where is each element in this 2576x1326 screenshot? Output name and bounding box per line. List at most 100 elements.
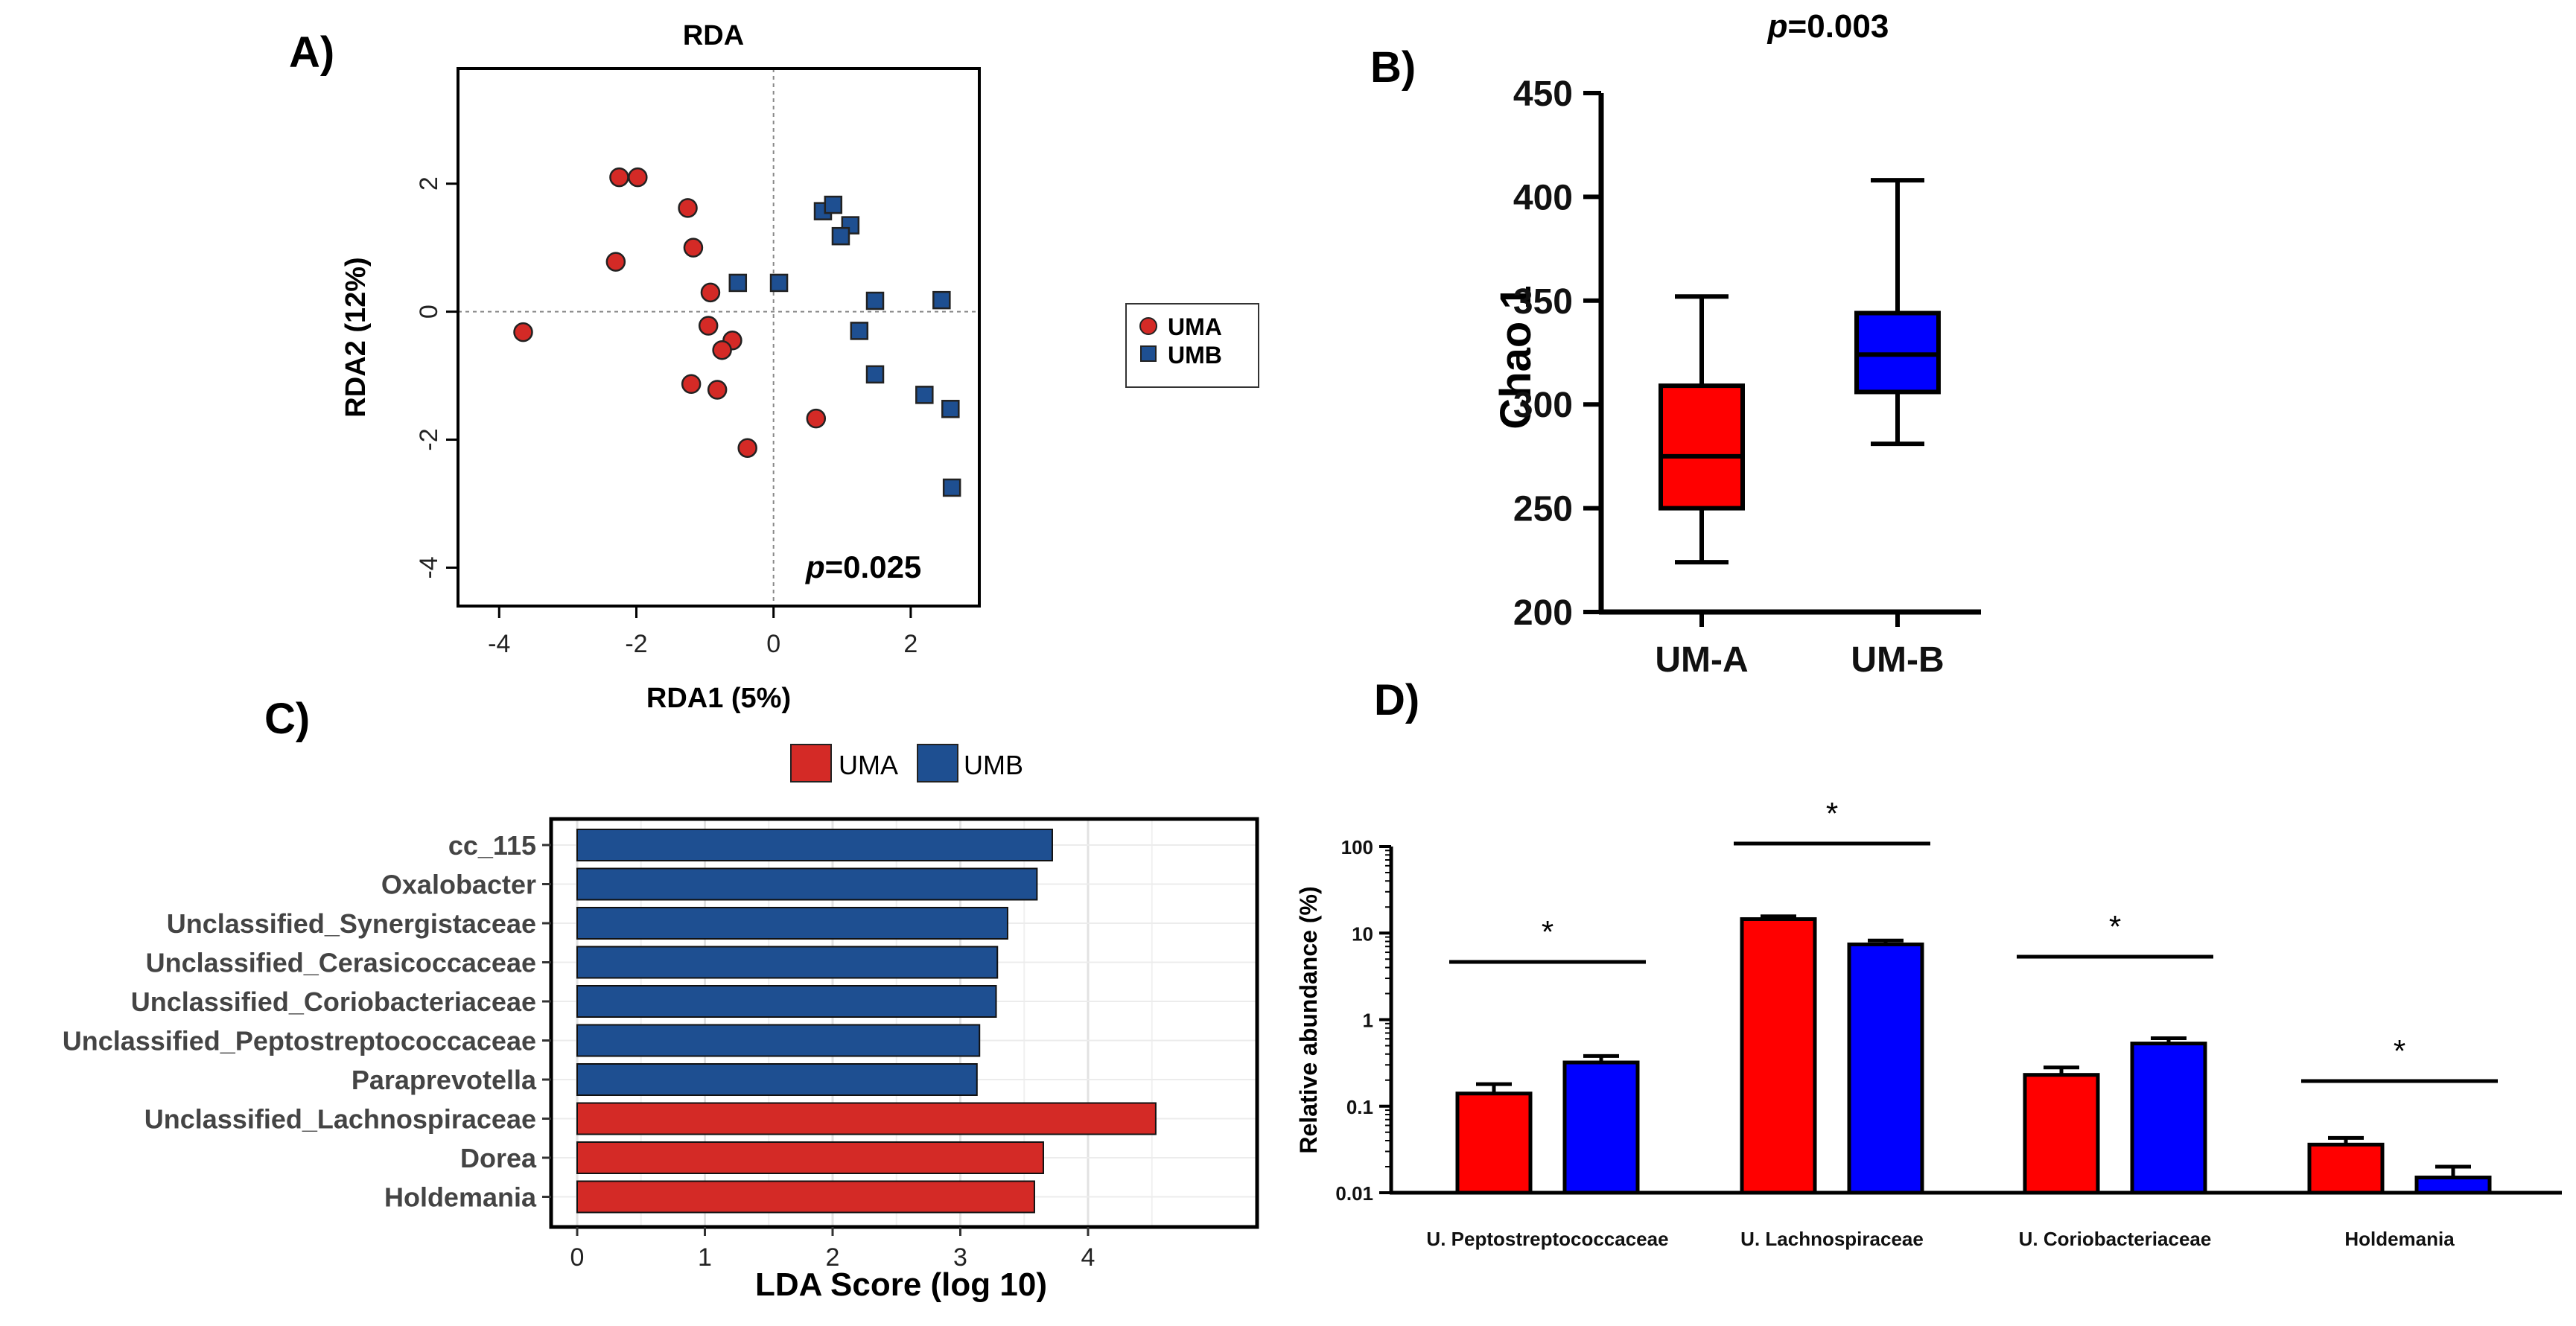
rda-points [513, 167, 961, 497]
umb-point [942, 478, 961, 497]
uma-point [698, 316, 719, 336]
rda-ylabel: RDA2 (12%) [340, 257, 372, 417]
lda-category-label: Unclassified_Lachnospiraceae [144, 1104, 536, 1135]
abund-ylabel: Relative abundance (%) [1295, 886, 1322, 1153]
uma-point [737, 438, 757, 458]
umb-point [915, 386, 934, 404]
lda-legend-umb-swatch [917, 744, 958, 782]
chao-xtick-label: UM-B [1851, 640, 1944, 680]
lda-xtick-label: 0 [570, 1243, 585, 1272]
lda-bar [576, 867, 1038, 901]
lda-bar [576, 829, 1053, 861]
rda-ytick-label: 2 [415, 176, 443, 191]
lda-category-label: Unclassified_Synergistaceae [167, 908, 536, 939]
umb-point [941, 400, 960, 418]
uma-point [678, 198, 698, 218]
umb-point [932, 290, 951, 310]
rda-plot-area [458, 68, 979, 606]
chao-ytick-label: 300 [1513, 386, 1573, 425]
rda-xtick-label: -4 [488, 630, 510, 658]
rda-legend: UMA UMB [1125, 303, 1259, 388]
umb-point [728, 273, 748, 293]
lda-legend: UMA UMB [790, 744, 1023, 782]
lda-xlabel: LDA Score (log 10) [755, 1266, 1047, 1303]
rda-pvalue-p: p [805, 549, 825, 584]
uma-point [609, 167, 629, 188]
rda-ticks: -4 -2 0 2 -4 -2 0 2 [415, 176, 917, 658]
lda-bars [576, 829, 1157, 1214]
lda-bar [576, 1141, 1044, 1174]
abund-bar-umb [1847, 942, 1924, 1195]
lda-xtick-label: 3 [953, 1243, 967, 1272]
abund-significance-star: * [1826, 796, 1838, 831]
abund-bar-umb [2414, 1176, 2492, 1195]
chao-boxes: UM-A UM-B [1655, 178, 1944, 680]
abund-category-label: U. Peptostreptococcaceae [1426, 1228, 1668, 1250]
abund-significance: * * * * [1449, 796, 2498, 1083]
lda-frame [549, 817, 1259, 1229]
uma-point [707, 380, 728, 400]
lda-category-label: Oxalobacter [381, 870, 536, 900]
abund-significance-star: * [2394, 1033, 2405, 1068]
abund-bar-uma [1740, 917, 1817, 1195]
panel-d-label: D) [1374, 676, 1419, 724]
chao-ytick-label: 350 [1513, 282, 1573, 322]
lda-category-label: Unclassified_Peptostreptococcaceae [63, 1026, 536, 1056]
rda-xtick-label: 0 [766, 630, 780, 658]
abund-significance-star: * [2109, 909, 2121, 944]
lda-xtick-label: 4 [1081, 1243, 1095, 1272]
lda-category-label: Dorea [460, 1143, 537, 1173]
abund-category-label: U. Coriobacteriaceae [2019, 1228, 2212, 1250]
panel-c: C) UMA UMB cc_115 Oxalobacter Unclassified… [63, 695, 1259, 1303]
uma-point [806, 408, 827, 429]
uma-point [712, 340, 732, 360]
chao-xtick-label: UM-A [1655, 640, 1748, 680]
lda-bar [576, 1063, 978, 1096]
chao-ytick-label: 250 [1513, 490, 1573, 529]
lda-xtick-label: 2 [826, 1243, 840, 1272]
panel-d: D) Relative abundance (%) 0.010.1110100 … [1295, 676, 2562, 1250]
chao-pvalue: p=0.003 [1767, 8, 1889, 45]
abund-bar-uma [2307, 1142, 2385, 1195]
lda-category-label: Unclassified_Coriobacteriaceae [131, 986, 536, 1017]
rda-ytick-label: -4 [415, 556, 443, 578]
chao-pvalue-p: p [1767, 8, 1788, 45]
lda-legend-uma-label: UMA [839, 750, 898, 780]
lda-bar [576, 907, 1008, 940]
abund-bar-umb [1562, 1060, 1640, 1195]
legend-umb-marker [1140, 345, 1157, 362]
panel-a: A) RDA -4 -2 0 2 -4 -2 0 2 p=0.025 RDA1 (5%) RD… [289, 20, 1259, 714]
lda-ticks: cc_115 Oxalobacter Unclassified_Synergista… [63, 830, 1095, 1272]
chao-ytick-label: 200 [1513, 593, 1573, 633]
abund-bar-uma [1455, 1091, 1533, 1195]
uma-point [513, 322, 533, 342]
rda-xtick-label: -2 [625, 630, 647, 658]
abund-ytick-label: 1 [1363, 1010, 1373, 1032]
chao-axis: 200 250 300 350 400 450 [1513, 74, 1981, 633]
rda-pvalue-number: =0.025 [825, 549, 922, 584]
uma-point [605, 252, 626, 272]
lda-bar [576, 1180, 1035, 1214]
lda-bar [576, 1024, 981, 1057]
chao-box-um-a [1659, 383, 1745, 511]
uma-point [683, 238, 704, 258]
uma-point [681, 374, 702, 394]
lda-bar [576, 946, 999, 979]
rda-ytick-label: 0 [415, 305, 443, 319]
lda-xtick-label: 1 [698, 1243, 712, 1272]
abund-ytick-label: 0.01 [1335, 1182, 1373, 1205]
rda-ytick-label: -2 [415, 428, 443, 450]
umb-point [824, 195, 843, 214]
rda-frame [457, 67, 981, 608]
abund-category-label: U. Lachnospiraceae [1740, 1228, 1924, 1250]
panel-c-label: C) [264, 695, 310, 743]
rda-xtick-label: 2 [903, 630, 917, 658]
panel-b-label: B) [1370, 43, 1416, 92]
legend-umb-label: UMB [1168, 342, 1222, 369]
lda-category-label: cc_115 [448, 830, 536, 861]
legend-uma-marker [1139, 317, 1157, 335]
umb-point [865, 291, 885, 310]
chao-pvalue-number: =0.003 [1788, 8, 1889, 45]
abund-bar-uma [2023, 1073, 2100, 1195]
